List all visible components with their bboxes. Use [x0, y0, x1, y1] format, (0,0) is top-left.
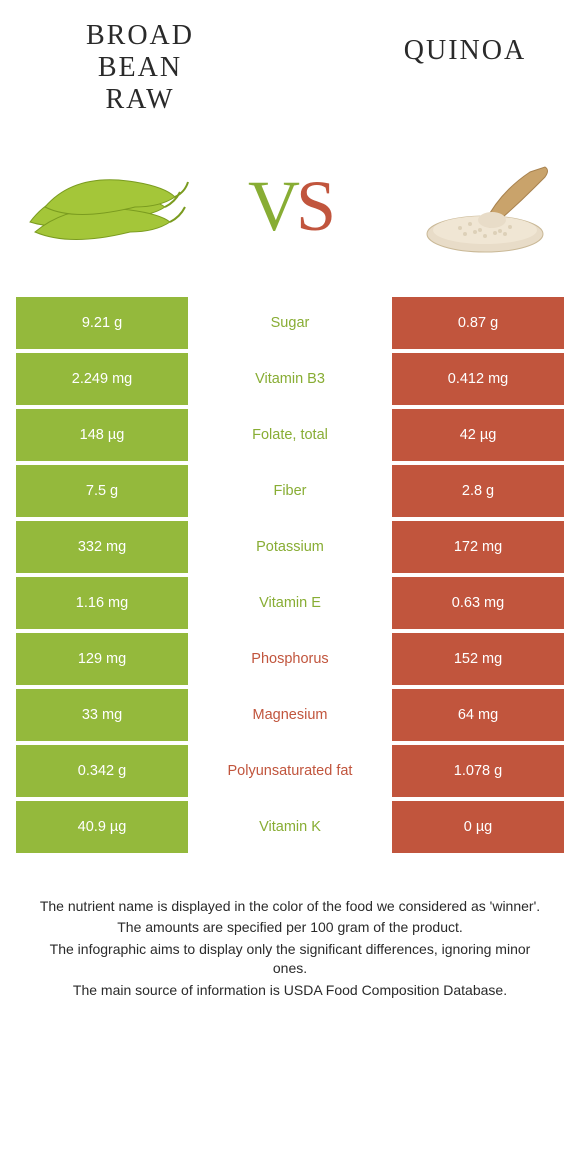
table-row: 1.16 mgVitamin E0.63 mg [16, 577, 564, 629]
nutrient-label-cell: Folate, total [188, 409, 392, 461]
left-value-cell: 7.5 g [16, 465, 188, 517]
table-row: 148 µgFolate, total42 µg [16, 409, 564, 461]
table-row: 7.5 gFiber2.8 g [16, 465, 564, 517]
title-line: RAW [40, 84, 240, 116]
nutrient-label-cell: Magnesium [188, 689, 392, 741]
nutrient-label-cell: Vitamin K [188, 801, 392, 853]
footer-line: The infographic aims to display only the… [35, 940, 545, 979]
broad-bean-image [20, 152, 190, 262]
left-value-cell: 40.9 µg [16, 801, 188, 853]
right-value-cell: 0.63 mg [392, 577, 564, 629]
left-value-cell: 2.249 mg [16, 353, 188, 405]
left-value-cell: 1.16 mg [16, 577, 188, 629]
footer-line: The amounts are specified per 100 gram o… [35, 918, 545, 938]
nutrient-label-cell: Potassium [188, 521, 392, 573]
left-value-cell: 332 mg [16, 521, 188, 573]
table-row: 33 mgMagnesium64 mg [16, 689, 564, 741]
left-value-cell: 33 mg [16, 689, 188, 741]
right-value-cell: 152 mg [392, 633, 564, 685]
left-value-cell: 0.342 g [16, 745, 188, 797]
right-value-cell: 0 µg [392, 801, 564, 853]
left-value-cell: 148 µg [16, 409, 188, 461]
table-row: 332 mgPotassium172 mg [16, 521, 564, 573]
nutrient-label-cell: Vitamin B3 [188, 353, 392, 405]
table-row: 129 mgPhosphorus152 mg [16, 633, 564, 685]
left-food-title: BROAD BEAN RAW [40, 20, 240, 117]
right-value-cell: 2.8 g [392, 465, 564, 517]
footer-notes: The nutrient name is displayed in the co… [0, 857, 580, 1001]
nutrient-label-cell: Sugar [188, 297, 392, 349]
title-line: BROAD BEAN [40, 20, 240, 84]
nutrient-label-cell: Phosphorus [188, 633, 392, 685]
images-row: VS [0, 127, 580, 297]
vs-v: V [248, 165, 296, 248]
nutrient-label-cell: Polyunsaturated fat [188, 745, 392, 797]
right-food-title: QUINOA [390, 20, 540, 67]
right-value-cell: 172 mg [392, 521, 564, 573]
vs-label: VS [248, 165, 332, 248]
table-row: 9.21 gSugar0.87 g [16, 297, 564, 349]
header: BROAD BEAN RAW QUINOA [0, 0, 580, 127]
left-value-cell: 9.21 g [16, 297, 188, 349]
nutrient-label-cell: Vitamin E [188, 577, 392, 629]
table-row: 2.249 mgVitamin B30.412 mg [16, 353, 564, 405]
right-value-cell: 0.412 mg [392, 353, 564, 405]
right-value-cell: 42 µg [392, 409, 564, 461]
left-value-cell: 129 mg [16, 633, 188, 685]
table-row: 40.9 µgVitamin K0 µg [16, 801, 564, 853]
right-value-cell: 64 mg [392, 689, 564, 741]
quinoa-image [390, 152, 560, 262]
footer-line: The main source of information is USDA F… [35, 981, 545, 1001]
right-value-cell: 0.87 g [392, 297, 564, 349]
nutrient-label-cell: Fiber [188, 465, 392, 517]
footer-line: The nutrient name is displayed in the co… [35, 897, 545, 917]
vs-s: S [296, 165, 332, 248]
right-value-cell: 1.078 g [392, 745, 564, 797]
table-row: 0.342 gPolyunsaturated fat1.078 g [16, 745, 564, 797]
comparison-table: 9.21 gSugar0.87 g2.249 mgVitamin B30.412… [0, 297, 580, 853]
